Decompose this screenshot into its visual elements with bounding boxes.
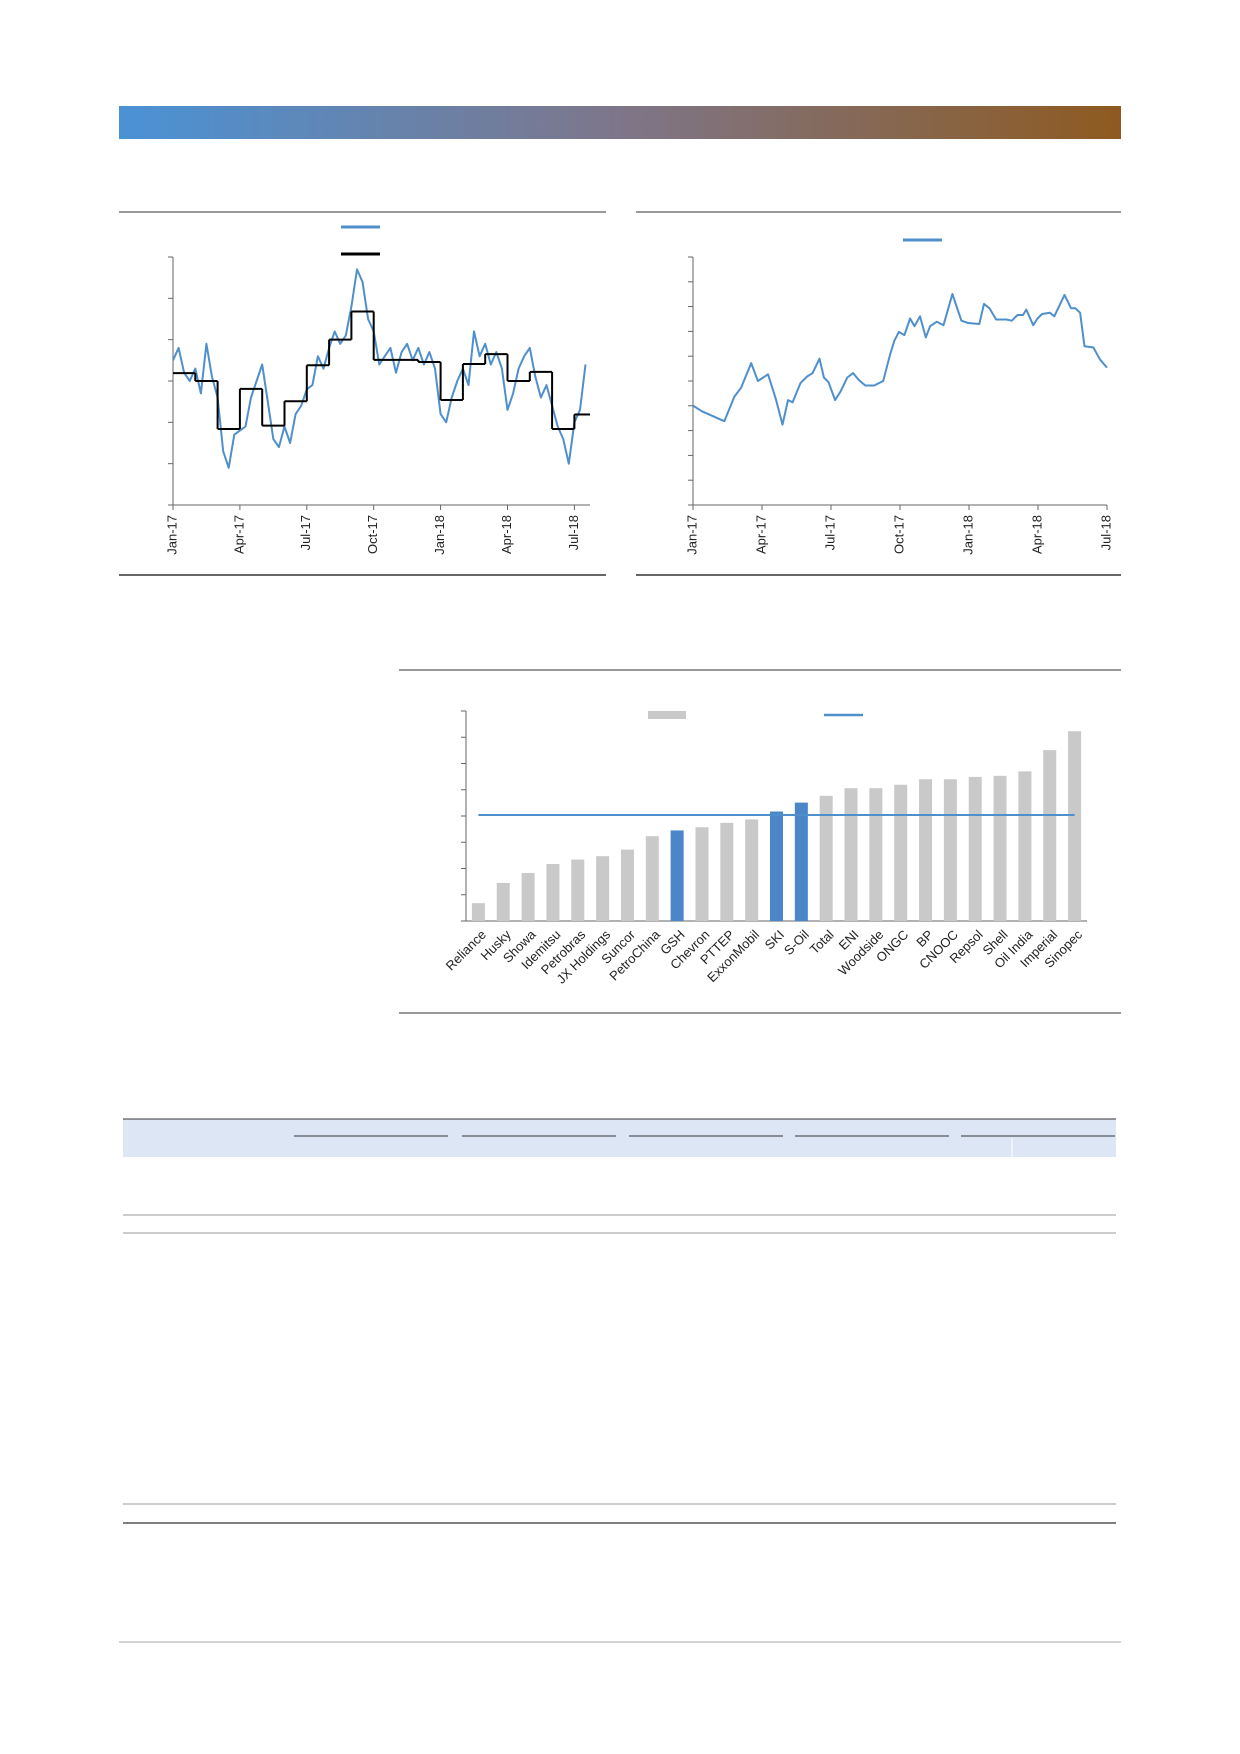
bar [894,784,908,921]
bar [670,830,684,921]
bar [571,859,585,921]
bar [620,849,634,921]
bar [1018,771,1032,921]
bar [745,819,759,921]
bar [471,903,485,921]
bar [546,864,560,921]
x-tick-label: Jan-17 [164,515,179,555]
bar [695,827,709,921]
x-tick-label: Apr-18 [499,515,514,554]
x-tick-label: Total [807,927,837,957]
bar [496,882,510,921]
x-tick-label: Apr-17 [231,515,246,554]
bar [943,779,957,921]
column-group-rules [294,1135,1115,1157]
bar [844,788,858,921]
bar [919,779,933,921]
x-tick-label: Jul-18 [1098,515,1113,550]
x-tick-label: S-Oil [781,927,812,958]
bar [1043,750,1057,921]
x-tick-label: Apr-18 [1029,515,1044,554]
bar [645,836,659,921]
bar [968,776,982,921]
x-tick-label: Apr-17 [753,515,768,554]
x-tick-label: Jan-18 [432,515,447,555]
line-series [692,293,1108,426]
bar [869,788,883,921]
table-header [123,1119,1116,1157]
x-tick-label: Jul-18 [566,515,581,550]
x-tick-label: Jan-18 [960,515,975,555]
x-tick-label: Jan-17 [684,515,699,555]
legend-swatch [648,711,686,719]
bar [794,802,808,921]
bar [596,856,610,921]
bar [819,795,833,921]
bar [521,872,535,921]
bar [770,811,783,921]
x-tick-label: Jul-17 [822,515,837,550]
x-tick-label: Oct-17 [365,515,380,554]
line-series [172,268,587,469]
x-tick-label: Jul-17 [298,515,313,550]
bar [720,822,734,921]
bar [993,775,1007,921]
header-band [119,106,1121,139]
x-tick-label: Oct-17 [891,515,906,554]
bar [1068,731,1082,921]
